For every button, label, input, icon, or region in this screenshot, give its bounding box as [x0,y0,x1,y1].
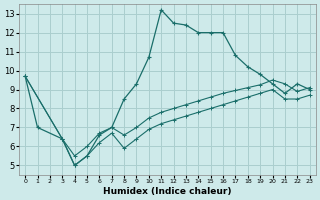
X-axis label: Humidex (Indice chaleur): Humidex (Indice chaleur) [103,187,232,196]
